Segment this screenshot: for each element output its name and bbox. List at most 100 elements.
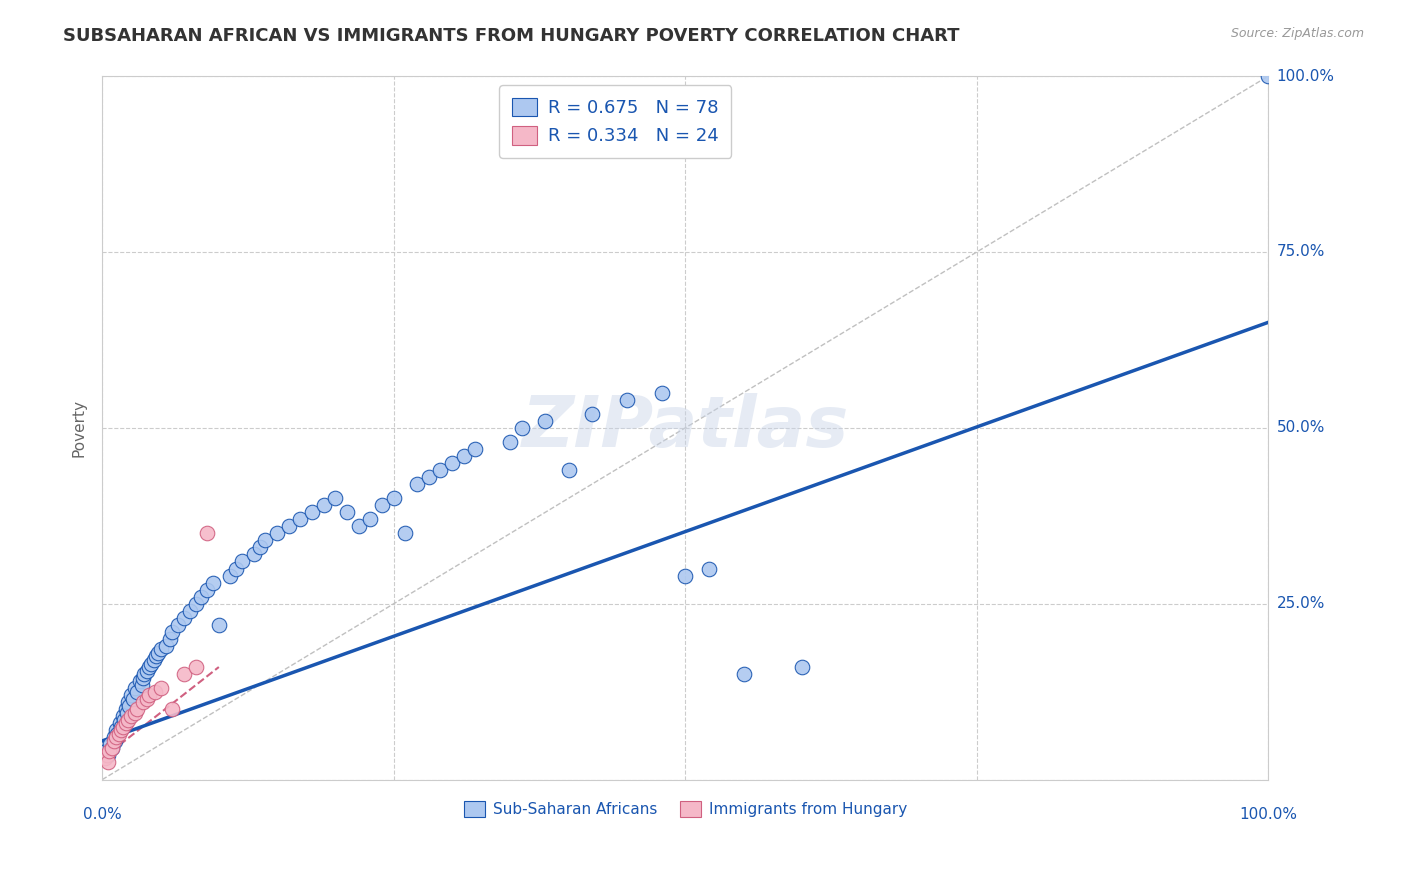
Text: ZIPatlas: ZIPatlas xyxy=(522,393,849,462)
Point xyxy=(105,723,128,738)
Point xyxy=(697,561,720,575)
Text: 50.0%: 50.0% xyxy=(1277,420,1324,435)
Point xyxy=(290,512,312,526)
Point xyxy=(97,747,120,762)
Point xyxy=(453,449,475,463)
Point xyxy=(100,741,122,756)
Y-axis label: Poverty: Poverty xyxy=(72,399,86,457)
Point xyxy=(173,611,195,625)
Point xyxy=(790,660,813,674)
Point xyxy=(266,526,288,541)
Point xyxy=(243,548,266,562)
Point xyxy=(124,706,146,720)
Point xyxy=(1257,69,1279,83)
Point xyxy=(499,434,522,449)
Point xyxy=(120,688,142,702)
Point xyxy=(97,755,120,769)
Point xyxy=(124,681,146,695)
Text: 0.0%: 0.0% xyxy=(83,807,121,822)
Point xyxy=(112,713,135,727)
Point xyxy=(100,738,122,752)
Text: SUBSAHARAN AFRICAN VS IMMIGRANTS FROM HUNGARY POVERTY CORRELATION CHART: SUBSAHARAN AFRICAN VS IMMIGRANTS FROM HU… xyxy=(63,27,960,45)
Point xyxy=(510,421,533,435)
Point xyxy=(117,695,139,709)
Point xyxy=(557,463,579,477)
Point xyxy=(167,617,190,632)
Point xyxy=(131,678,153,692)
Point xyxy=(208,617,231,632)
Point xyxy=(103,731,125,745)
Point xyxy=(120,709,142,723)
Point xyxy=(359,512,381,526)
Point xyxy=(184,660,207,674)
Point xyxy=(312,498,335,512)
Point xyxy=(108,716,131,731)
Point xyxy=(128,674,150,689)
Point xyxy=(371,498,394,512)
Point xyxy=(418,470,440,484)
Legend: Sub-Saharan Africans, Immigrants from Hungary: Sub-Saharan Africans, Immigrants from Hu… xyxy=(456,794,915,825)
Point xyxy=(347,519,370,533)
Point xyxy=(534,414,557,428)
Point xyxy=(105,731,128,745)
Point xyxy=(132,671,155,685)
Point xyxy=(325,491,347,505)
Point xyxy=(110,723,132,738)
Point xyxy=(179,604,201,618)
Point xyxy=(195,582,218,597)
Point xyxy=(394,526,416,541)
Point xyxy=(201,575,224,590)
Point xyxy=(112,709,135,723)
Point xyxy=(149,681,172,695)
Point xyxy=(100,741,122,756)
Text: 75.0%: 75.0% xyxy=(1277,244,1324,260)
Point xyxy=(733,667,755,681)
Text: Source: ZipAtlas.com: Source: ZipAtlas.com xyxy=(1230,27,1364,40)
Point xyxy=(112,720,135,734)
Point xyxy=(581,407,603,421)
Point xyxy=(127,702,149,716)
Point xyxy=(160,624,183,639)
Point xyxy=(190,590,212,604)
Point xyxy=(651,385,673,400)
Point xyxy=(149,642,172,657)
Point xyxy=(406,477,429,491)
Point xyxy=(142,653,165,667)
Point xyxy=(160,702,183,716)
Point xyxy=(134,667,156,681)
Point xyxy=(429,463,451,477)
Point xyxy=(117,713,139,727)
Point xyxy=(249,541,271,555)
Point xyxy=(94,744,117,758)
Point xyxy=(96,747,118,762)
Text: 25.0%: 25.0% xyxy=(1277,596,1324,611)
Point xyxy=(148,646,170,660)
Point xyxy=(104,734,127,748)
Point xyxy=(98,744,121,758)
Text: 100.0%: 100.0% xyxy=(1240,807,1298,822)
Point xyxy=(173,667,195,681)
Point xyxy=(114,702,136,716)
Point xyxy=(219,568,242,582)
Point xyxy=(93,751,115,765)
Point xyxy=(135,664,157,678)
Point xyxy=(145,649,167,664)
Point xyxy=(441,456,464,470)
Point xyxy=(155,639,177,653)
Point xyxy=(254,533,277,548)
Point xyxy=(127,684,149,698)
Point xyxy=(107,727,129,741)
Point xyxy=(132,695,155,709)
Point xyxy=(382,491,405,505)
Text: 100.0%: 100.0% xyxy=(1277,69,1334,84)
Point xyxy=(336,505,359,519)
Point xyxy=(115,706,138,720)
Point xyxy=(138,688,160,702)
Point xyxy=(138,660,160,674)
Point xyxy=(159,632,181,646)
Point xyxy=(231,554,253,568)
Point xyxy=(135,691,157,706)
Point xyxy=(301,505,323,519)
Point xyxy=(225,561,247,575)
Point xyxy=(141,657,163,671)
